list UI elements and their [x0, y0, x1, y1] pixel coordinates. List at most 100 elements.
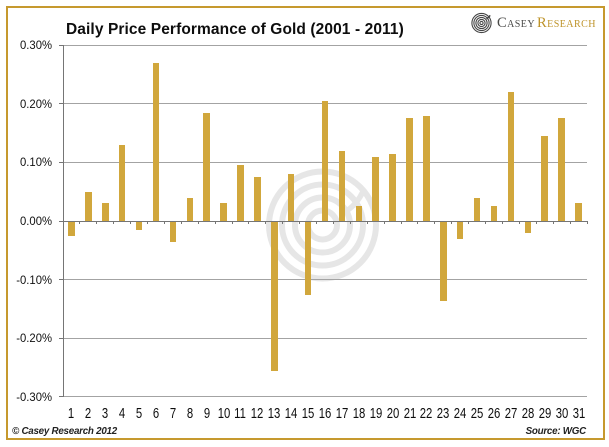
x-axis-label: 10	[217, 405, 230, 422]
y-axis-tick	[58, 103, 63, 105]
bar-day-9	[203, 112, 210, 221]
x-axis-label: 3	[102, 405, 109, 422]
category-tick	[180, 221, 182, 224]
bar-day-16	[321, 100, 329, 221]
bar-day-30	[558, 118, 565, 221]
bar-day-22	[423, 115, 430, 221]
x-axis-label: 15	[301, 405, 315, 422]
bar-day-19	[372, 156, 379, 221]
bar-day-21	[406, 118, 413, 221]
spiral-rings-icon	[471, 12, 492, 34]
category-tick	[299, 221, 301, 224]
x-axis-label: 24	[453, 405, 467, 422]
category-tick	[518, 221, 520, 224]
bar-day-18	[355, 206, 363, 221]
gridline	[63, 337, 587, 339]
x-axis-label: 13	[267, 405, 281, 422]
y-axis-tick	[58, 220, 63, 222]
x-axis-label: 4	[118, 405, 126, 422]
x-axis-label: 30	[555, 405, 568, 422]
outer-gold-border	[6, 6, 605, 440]
x-axis-label: 12	[251, 405, 264, 422]
category-tick	[434, 221, 436, 224]
x-axis-label: 19	[369, 405, 382, 422]
y-axis-label: 0.00%	[20, 214, 52, 228]
x-axis-label: 23	[437, 405, 450, 422]
bar-day-8	[186, 197, 194, 221]
category-tick	[417, 221, 419, 224]
x-axis-label: 22	[420, 405, 433, 422]
category-tick	[400, 221, 402, 224]
category-tick	[282, 221, 284, 224]
category-tick	[468, 221, 470, 224]
bar-day-13	[271, 221, 278, 371]
bar-day-27	[507, 92, 515, 221]
y-axis-label: -0.30%	[16, 389, 52, 404]
bar-day-23	[440, 221, 447, 301]
x-axis-label: 27	[504, 405, 518, 422]
x-axis-label: 9	[203, 405, 210, 422]
y-axis-tick	[58, 44, 63, 46]
x-axis-label: 26	[487, 405, 501, 422]
bar-day-28	[524, 221, 532, 234]
bar-day-24	[456, 221, 464, 240]
x-axis-label: 2	[85, 405, 92, 422]
bar-day-20	[389, 153, 396, 221]
category-tick	[147, 221, 149, 224]
x-axis-label: 16	[318, 405, 332, 422]
bar-day-6	[152, 62, 160, 221]
category-tick	[586, 221, 588, 224]
x-axis-label: 11	[234, 405, 247, 422]
y-axis-label: -0.20%	[16, 331, 52, 346]
y-axis-tick	[58, 396, 63, 398]
logo-wordmark: Casey Research	[497, 12, 596, 34]
bar-day-25	[473, 197, 481, 221]
logo-word-research: Research	[537, 15, 596, 31]
category-tick	[501, 221, 503, 224]
casey-research-logo: Casey Research	[470, 11, 596, 35]
bar-day-17	[338, 150, 346, 221]
x-axis-label: 25	[470, 405, 484, 422]
x-axis-label: 17	[335, 405, 349, 422]
y-axis-tick	[58, 161, 63, 163]
y-axis-label: 0.10%	[20, 155, 52, 170]
category-tick	[332, 221, 334, 224]
bar-day-12	[254, 177, 261, 221]
logo-word-casey: Casey	[497, 15, 536, 31]
category-tick	[535, 221, 537, 224]
y-axis-line	[62, 44, 64, 398]
x-axis-label: 8	[186, 405, 193, 422]
category-tick	[197, 221, 199, 224]
category-tick	[383, 221, 385, 224]
y-axis-label: 0.20%	[20, 96, 52, 111]
bar-day-10	[220, 203, 227, 221]
x-axis-label: 5	[135, 405, 143, 422]
category-tick	[316, 221, 318, 224]
category-tick	[62, 221, 64, 224]
x-axis-label: 29	[538, 405, 552, 422]
x-axis-label: 21	[403, 405, 416, 422]
category-tick	[552, 221, 554, 224]
y-axis-tick	[58, 337, 63, 339]
x-axis-label: 1	[68, 405, 75, 422]
y-axis-label: 0.30%	[20, 38, 52, 53]
bar-day-1	[68, 221, 75, 237]
bar-day-11	[237, 165, 244, 221]
category-tick	[96, 221, 98, 224]
y-axis-label: -0.10%	[16, 272, 52, 287]
category-tick	[265, 221, 267, 224]
gridline	[63, 279, 587, 281]
category-tick	[79, 221, 81, 224]
x-axis-label: 28	[521, 405, 535, 422]
category-tick	[130, 221, 132, 224]
bar-day-26	[490, 206, 498, 221]
category-tick	[349, 221, 351, 224]
category-tick	[231, 221, 233, 224]
category-tick	[214, 221, 216, 224]
bar-day-7	[169, 221, 177, 242]
x-axis-label: 31	[572, 405, 585, 422]
category-tick	[366, 221, 368, 224]
bar-day-14	[287, 174, 295, 221]
category-tick	[485, 221, 487, 224]
